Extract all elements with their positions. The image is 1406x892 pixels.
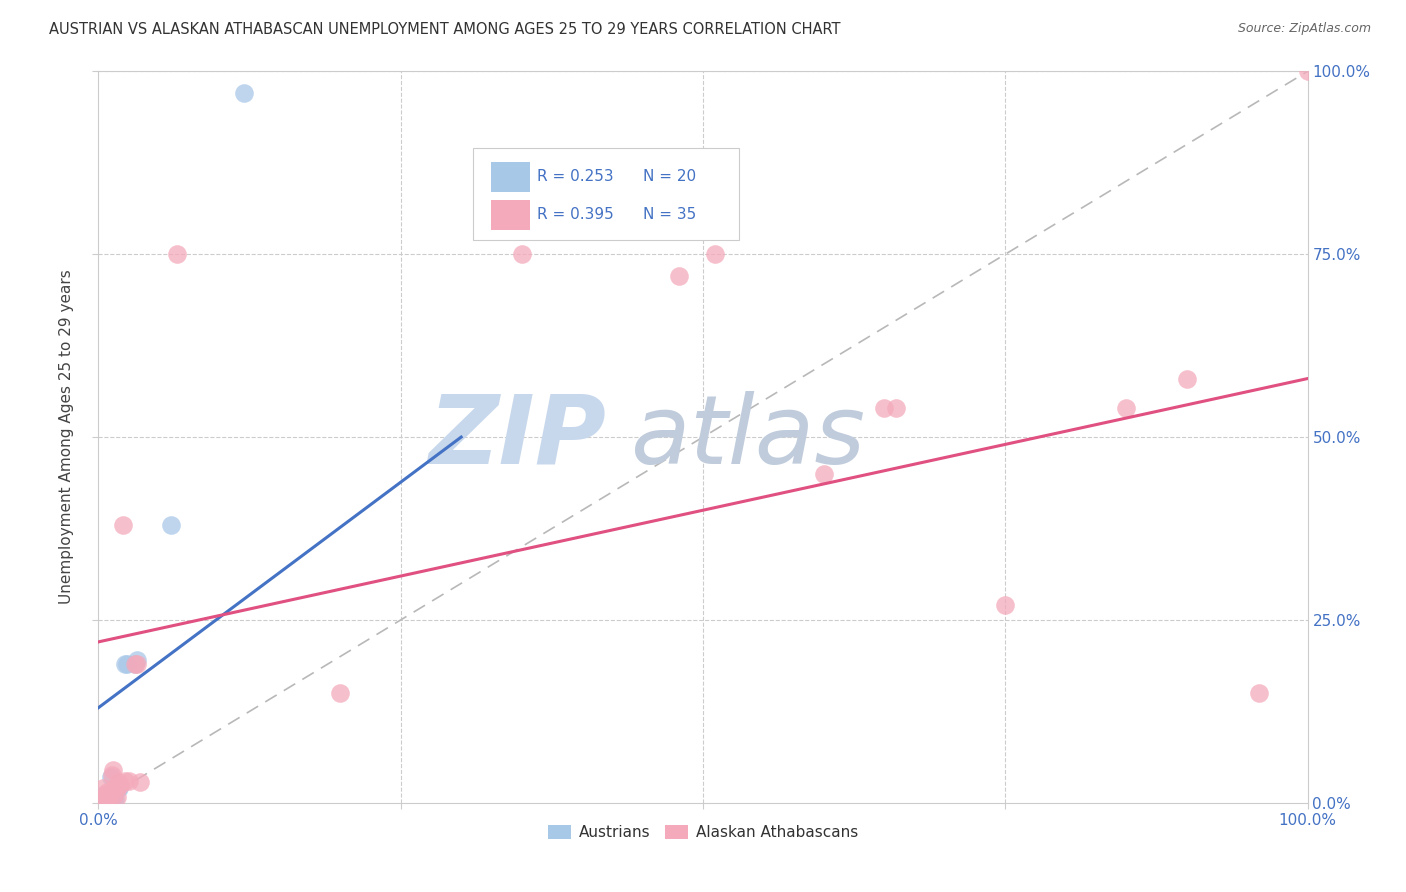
FancyBboxPatch shape [474, 148, 740, 240]
Text: ZIP: ZIP [429, 391, 606, 483]
Point [1249, 686, 1271, 700]
Text: Source: ZipAtlas.com: Source: ZipAtlas.com [1237, 22, 1371, 36]
Point [873, 401, 896, 415]
Point [100, 768, 122, 782]
Point [91, 792, 114, 806]
Point [160, 517, 183, 532]
Point [704, 247, 727, 261]
Point [103, 789, 125, 803]
Text: R = 0.395: R = 0.395 [537, 207, 614, 222]
Text: atlas: atlas [630, 391, 866, 483]
Point [107, 781, 129, 796]
Point [128, 775, 150, 789]
Point [93, 789, 115, 804]
Point [101, 792, 124, 806]
Point [93, 789, 115, 804]
Point [104, 781, 127, 796]
Point [124, 657, 146, 671]
Point [1115, 401, 1137, 415]
Point [96, 792, 118, 806]
Point [104, 792, 127, 806]
Point [105, 789, 128, 804]
Text: N = 20: N = 20 [643, 169, 696, 184]
Y-axis label: Unemployment Among Ages 25 to 29 years: Unemployment Among Ages 25 to 29 years [59, 269, 75, 605]
Point [1296, 64, 1319, 78]
Point [103, 789, 125, 804]
Point [97, 792, 120, 806]
Text: R = 0.253: R = 0.253 [537, 169, 614, 184]
Point [101, 763, 124, 777]
Point [886, 401, 908, 415]
Point [108, 778, 131, 792]
Point [108, 781, 131, 796]
Legend: Austrians, Alaskan Athabascans: Austrians, Alaskan Athabascans [541, 819, 865, 847]
Point [118, 773, 141, 788]
Point [108, 778, 131, 792]
Point [166, 247, 188, 261]
Point [97, 789, 120, 803]
Point [813, 467, 835, 481]
Point [100, 785, 122, 799]
Point [94, 789, 117, 803]
Point [114, 773, 136, 788]
Text: N = 35: N = 35 [643, 207, 696, 222]
Point [107, 775, 129, 789]
Point [96, 785, 118, 799]
Point [127, 657, 149, 671]
Point [124, 657, 146, 671]
Point [510, 247, 533, 261]
Point [329, 686, 352, 700]
FancyBboxPatch shape [492, 162, 530, 192]
Point [96, 789, 118, 804]
Text: AUSTRIAN VS ALASKAN ATHABASCAN UNEMPLOYMENT AMONG AGES 25 TO 29 YEARS CORRELATIO: AUSTRIAN VS ALASKAN ATHABASCAN UNEMPLOYM… [49, 22, 841, 37]
FancyBboxPatch shape [492, 201, 530, 229]
Point [117, 657, 139, 671]
Point [111, 517, 134, 532]
Point [114, 657, 136, 671]
Point [98, 789, 121, 803]
Point [93, 789, 115, 803]
Point [97, 792, 120, 806]
Point [668, 269, 690, 284]
Point [100, 770, 122, 784]
Point [232, 87, 254, 101]
Point [994, 599, 1017, 613]
Point [1175, 371, 1198, 385]
Point [91, 792, 114, 806]
Point [91, 781, 114, 796]
Point [98, 789, 121, 804]
Point [127, 653, 149, 667]
